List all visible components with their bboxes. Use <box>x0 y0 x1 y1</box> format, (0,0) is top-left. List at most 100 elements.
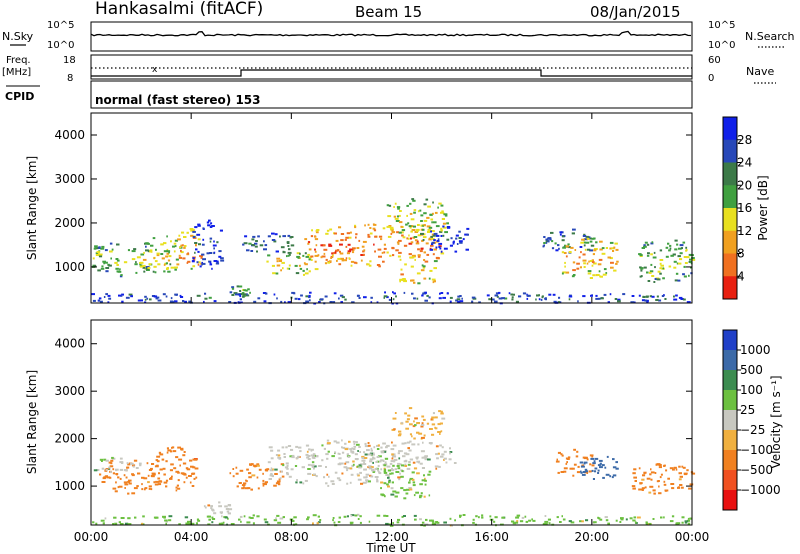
colorbar-swatch <box>723 162 737 186</box>
scatter-cell <box>435 256 439 259</box>
scatter-cell <box>302 482 305 485</box>
scatter-cell <box>276 260 279 263</box>
scatter-cell <box>392 490 397 493</box>
scatter-cell <box>307 241 311 244</box>
scatter-cell <box>167 449 172 452</box>
y-tick-label: 4000 <box>54 337 85 351</box>
scatter-cell <box>302 269 305 272</box>
scatter-cell <box>183 473 187 476</box>
scatter-cell <box>383 450 387 453</box>
scatter-cell <box>601 252 606 255</box>
scatter-cell <box>433 239 436 242</box>
scatter-cell <box>323 476 326 479</box>
scatter-cell <box>667 477 670 480</box>
scatter-cell <box>422 441 424 444</box>
scatter-cell <box>674 248 678 251</box>
scatter-cell <box>338 263 342 266</box>
scatter-cell <box>642 295 645 298</box>
scatter-cell <box>372 223 375 226</box>
scatter-cell <box>660 473 663 476</box>
scatter-cell <box>296 252 301 255</box>
scatter-cell <box>584 468 588 471</box>
scatter-cell <box>222 521 225 524</box>
scatter-cell <box>330 255 334 258</box>
scatter-cell <box>101 481 106 483</box>
scatter-cell <box>284 301 286 304</box>
scatter-cell <box>99 458 103 461</box>
nave-marker: x <box>152 65 158 75</box>
scatter-cell <box>409 256 413 259</box>
scatter-cell <box>511 296 514 299</box>
scatter-cell <box>424 458 429 461</box>
scatter-cell <box>180 296 184 298</box>
scatter-cell <box>218 501 221 504</box>
scatter-cell <box>123 261 128 264</box>
scatter-cell <box>440 235 443 237</box>
scatter-cell <box>403 452 408 455</box>
scatter-cell <box>352 249 355 251</box>
scatter-cell <box>105 459 109 462</box>
scatter-cell <box>377 248 382 251</box>
scatter-cell <box>91 293 95 296</box>
scatter-cell <box>109 250 113 253</box>
scatter-cell <box>404 442 407 445</box>
scatter-cell <box>232 475 235 478</box>
scatter-cell <box>387 235 392 238</box>
scatter-cell <box>418 432 423 435</box>
scatter-cell <box>139 464 142 467</box>
scatter-cell <box>115 468 119 471</box>
scatter-cell <box>459 514 462 517</box>
scatter-cell <box>521 516 525 519</box>
scatter-cell <box>642 474 646 477</box>
scatter-cell <box>350 260 355 263</box>
scatter-cell <box>407 463 411 466</box>
scatter-cell <box>113 516 117 519</box>
scatter-cell <box>308 258 311 261</box>
colorbar-swatch <box>723 370 737 391</box>
scatter-cell <box>179 294 182 297</box>
scatter-cell <box>426 294 429 297</box>
scatter-cell <box>445 461 448 464</box>
scatter-cell <box>424 260 429 263</box>
scatter-cell <box>179 464 181 467</box>
scatter-cell <box>439 247 442 250</box>
scatter-cell <box>390 493 395 496</box>
scatter-cell <box>368 467 373 470</box>
scatter-cell <box>669 247 672 250</box>
scatter-cell <box>213 260 218 262</box>
scatter-cell <box>345 467 350 470</box>
scatter-cell <box>202 238 205 241</box>
scatter-cell <box>142 258 147 261</box>
scatter-cell <box>306 518 309 521</box>
scatter-cell <box>209 237 213 240</box>
scatter-cell <box>151 475 155 478</box>
scatter-cell <box>421 424 425 426</box>
scatter-cell <box>170 240 172 243</box>
scatter-cell <box>508 292 511 295</box>
scatter-cell <box>173 467 177 470</box>
scatter-cell <box>441 453 445 456</box>
scatter-cell <box>360 254 365 256</box>
scatter-cell <box>311 461 315 464</box>
scatter-cell <box>394 202 397 205</box>
scatter-cell <box>109 242 113 245</box>
scatter-cell <box>567 246 571 249</box>
scatter-cell <box>125 296 130 299</box>
scatter-cell <box>366 480 368 483</box>
scatter-cell <box>218 250 222 253</box>
scatter-cell <box>494 516 498 519</box>
scatter-cell <box>421 224 424 227</box>
scatter-cell <box>406 237 409 240</box>
scatter-cell <box>170 266 175 269</box>
scatter-cell <box>392 444 397 447</box>
scatter-cell <box>352 460 355 463</box>
scatter-cell <box>213 300 217 303</box>
scatter-cell <box>389 462 393 465</box>
scatter-cell <box>408 234 410 237</box>
scatter-cell <box>339 243 343 246</box>
scatter-cell <box>591 237 595 240</box>
scatter-cell <box>275 454 278 456</box>
scatter-cell <box>434 416 438 419</box>
scatter-cell <box>417 254 421 257</box>
scatter-cell <box>580 470 582 473</box>
